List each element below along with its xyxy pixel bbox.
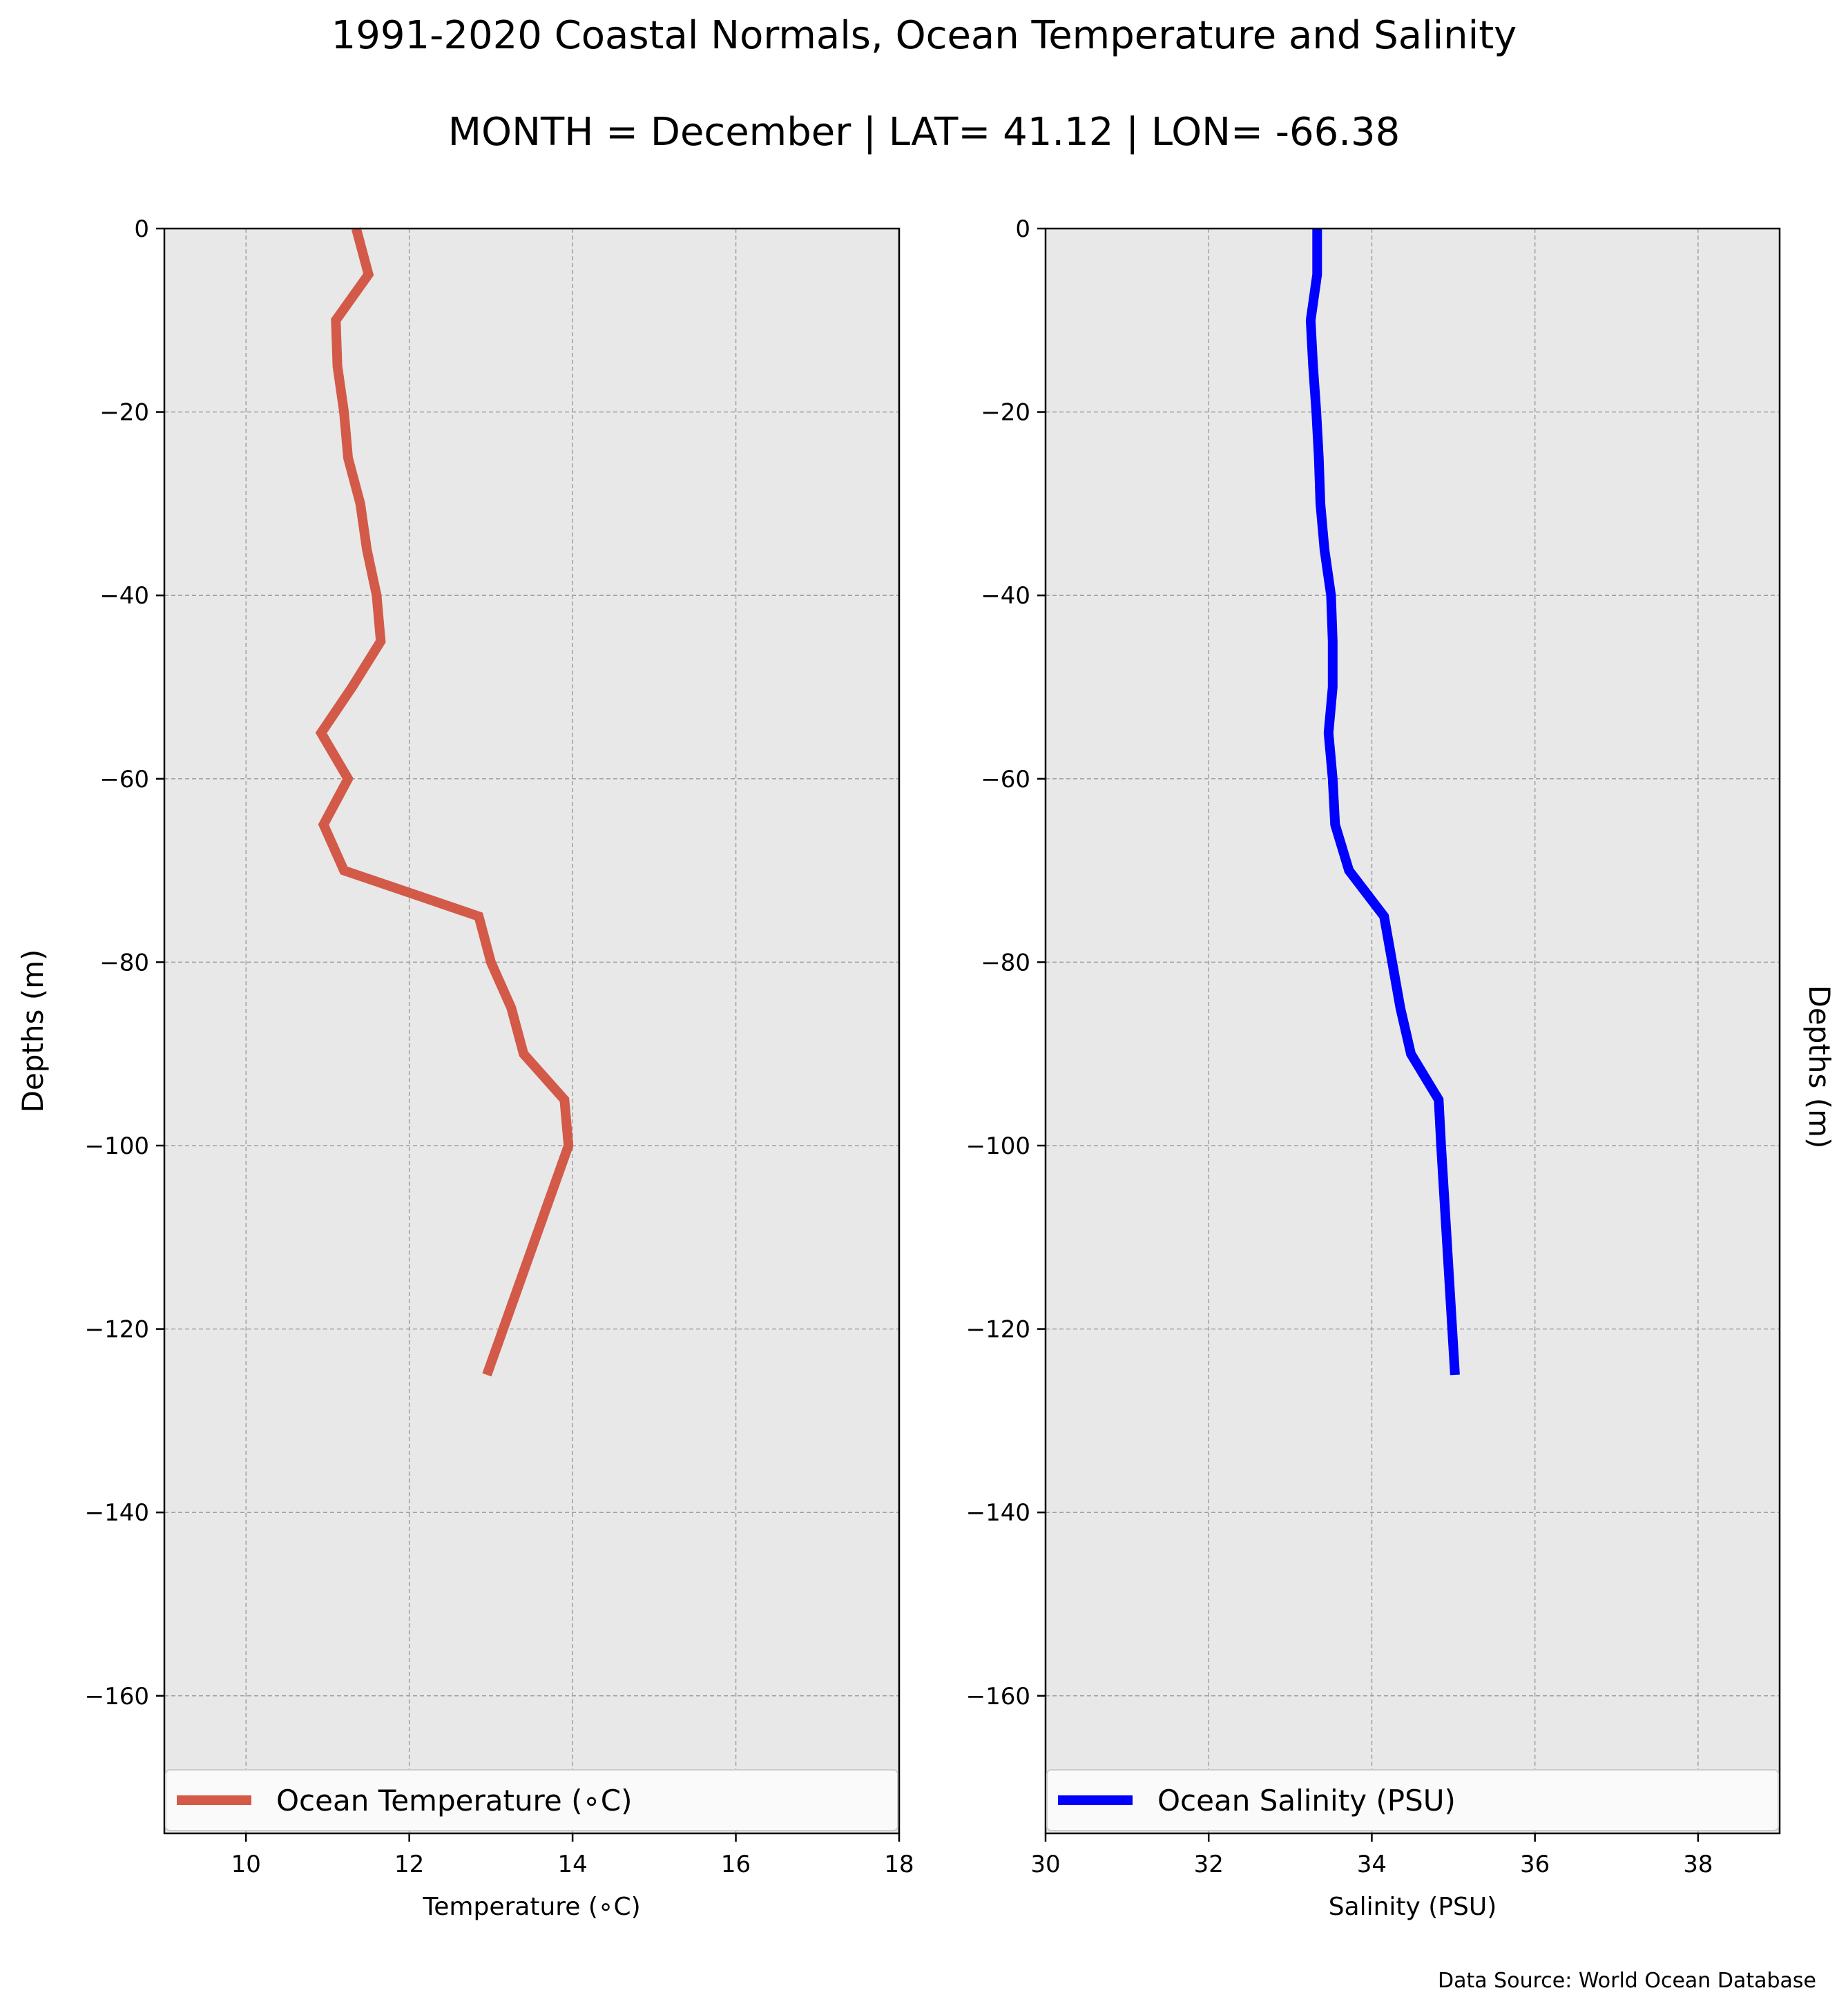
salinity-y-tick-label: −60 xyxy=(981,766,1030,793)
temperature-panel: 10 12 14 16 18 0 −20 −40 −60 −80 −100 −120 −140 −160 T… xyxy=(16,215,914,1921)
salinity-y-tick-label: −80 xyxy=(981,949,1030,976)
right-axis-ylabel: Depths (m) xyxy=(1802,985,1836,1149)
salinity-x-tick-label: 38 xyxy=(1683,1851,1713,1878)
salinity-plot-area xyxy=(1046,229,1780,1833)
temperature-plot-area xyxy=(164,229,899,1833)
salinity-y-tick-label: −40 xyxy=(981,582,1030,610)
salinity-legend xyxy=(1046,1769,1779,1831)
temperature-x-tick-label: 18 xyxy=(884,1851,914,1878)
temperature-axes-frame xyxy=(163,227,901,1835)
salinity-panel: 30 32 34 36 38 0 −20 −40 −60 −80 −100 −120 −140 −160 S… xyxy=(966,215,1781,1921)
temperature-y-tick-label: −100 xyxy=(85,1132,149,1160)
temperature-y-tick-label: −140 xyxy=(85,1499,149,1527)
temperature-legend-label: Ocean Temperature (∘C) xyxy=(276,1784,632,1817)
temperature-xlabel: Temperature (∘C) xyxy=(422,1893,640,1921)
salinity-axes-frame xyxy=(1044,227,1781,1835)
salinity-x-tick-label: 32 xyxy=(1194,1851,1224,1878)
temperature-y-tick-label: −120 xyxy=(85,1316,149,1344)
salinity-y-tick-label: −140 xyxy=(966,1499,1030,1527)
temperature-x-tick-label: 10 xyxy=(231,1851,261,1878)
temperature-y-tick-label: −20 xyxy=(99,399,149,427)
temperature-x-tick-label: 12 xyxy=(394,1851,424,1878)
salinity-x-tick-label: 30 xyxy=(1030,1851,1060,1878)
salinity-x-tick-label: 36 xyxy=(1520,1851,1550,1878)
salinity-y-tick-label: 0 xyxy=(1015,215,1030,243)
temperature-y-tick-label: 0 xyxy=(134,215,149,243)
temperature-y-tick-label: −80 xyxy=(99,949,149,976)
temperature-y-tick-label: −40 xyxy=(99,582,149,610)
chart-subtitle: MONTH = December | LAT= 41.12 | LON= -66… xyxy=(448,110,1401,155)
salinity-y-tick-label: −160 xyxy=(966,1683,1030,1710)
salinity-xlabel: Salinity (PSU) xyxy=(1329,1893,1497,1921)
salinity-y-tick-label: −100 xyxy=(966,1132,1030,1160)
salinity-y-tick-label: −120 xyxy=(966,1316,1030,1344)
temperature-x-tick-label: 16 xyxy=(721,1851,751,1878)
salinity-legend-label: Ocean Salinity (PSU) xyxy=(1157,1784,1456,1817)
chart-title: 1991-2020 Coastal Normals, Ocean Tempera… xyxy=(331,13,1517,58)
salinity-series-line xyxy=(1305,229,1460,1376)
temperature-ylabel: Depths (m) xyxy=(16,949,50,1113)
temperature-y-tick-label: −60 xyxy=(99,766,149,793)
data-source: Data Source: World Ocean Database xyxy=(1438,1969,1816,1993)
salinity-x-tick-label: 34 xyxy=(1357,1851,1387,1878)
salinity-y-tick-label: −20 xyxy=(981,399,1030,427)
temperature-legend xyxy=(165,1769,898,1831)
temperature-x-tick-label: 14 xyxy=(557,1851,587,1878)
temperature-y-tick-label: −160 xyxy=(85,1683,149,1710)
temperature-series-line xyxy=(315,227,574,1377)
